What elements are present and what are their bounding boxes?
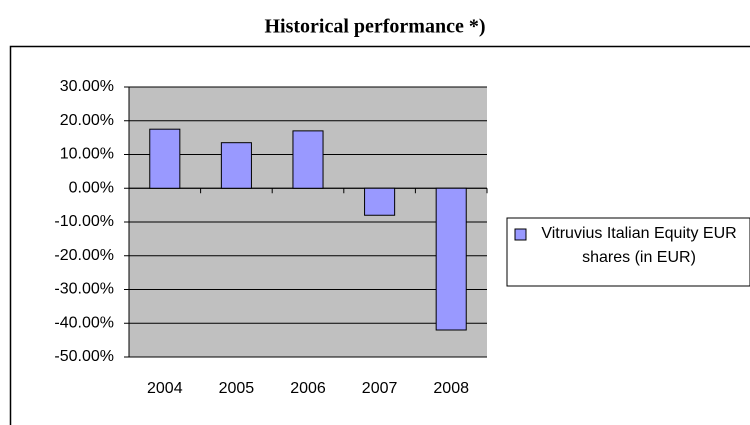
x-tick-label: 2004 [147, 380, 183, 397]
y-tick-label: 10.00% [60, 146, 114, 163]
y-tick-label: -40.00% [54, 314, 114, 331]
bar [149, 128, 181, 189]
y-tick-label: 0.00% [69, 179, 114, 196]
bar [220, 142, 252, 189]
x-tick-label: 2005 [219, 380, 255, 397]
y-tick-label: -30.00% [54, 281, 114, 298]
y-tick-label: -50.00% [54, 348, 114, 365]
y-tick-label: -20.00% [54, 247, 114, 264]
x-tick-label: 2008 [433, 380, 469, 397]
x-tick-label: 2007 [362, 380, 398, 397]
legend-label: Vitruvius Italian Equity EUR shares (in … [541, 225, 737, 266]
y-tick-label: 20.00% [60, 112, 114, 129]
legend-box [506, 217, 750, 287]
bar [292, 130, 324, 189]
legend-swatch [514, 228, 527, 241]
y-tick-label: -10.00% [54, 213, 114, 230]
bar [364, 187, 396, 216]
x-tick-label: 2006 [290, 380, 326, 397]
chart-border [9, 45, 750, 425]
bar [435, 187, 467, 331]
y-tick-label: 30.00% [60, 78, 114, 95]
chart-title: Historical performance *) [264, 16, 485, 38]
